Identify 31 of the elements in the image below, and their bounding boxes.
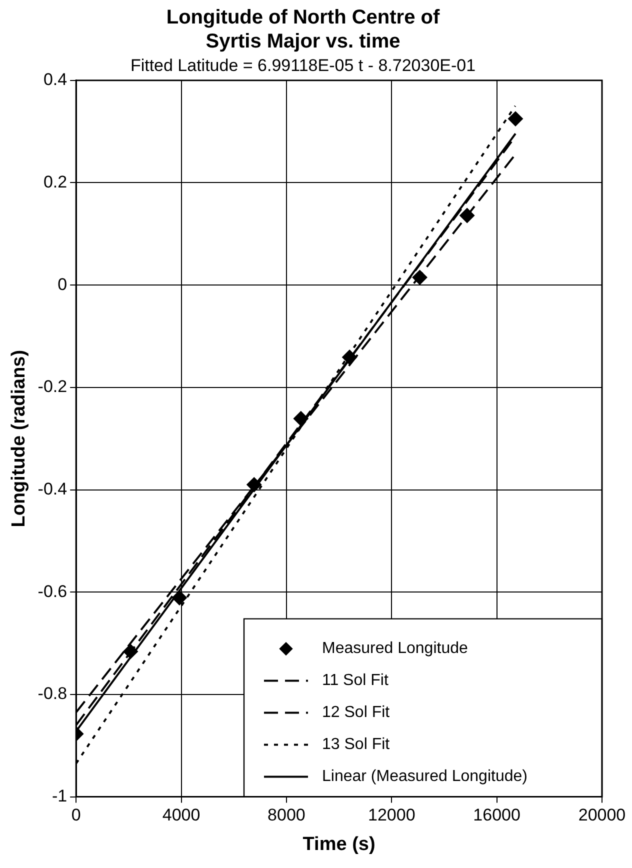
- legend-label: Linear (Measured Longitude): [322, 768, 528, 786]
- x-tick-label: 0: [71, 806, 81, 825]
- y-tick-label: 0.2: [43, 172, 68, 192]
- legend-label: 13 Sol Fit: [322, 736, 390, 754]
- point: [123, 644, 138, 659]
- legend-label: 12 Sol Fit: [322, 704, 390, 722]
- x-tick-label: 16000: [473, 806, 520, 825]
- point: [460, 208, 475, 223]
- point: [172, 590, 187, 606]
- point: [412, 270, 428, 285]
- x-tick-label: 12000: [368, 806, 416, 825]
- point: [293, 411, 308, 426]
- x-axis-title: Time (s): [302, 834, 376, 855]
- y-tick-label: -1: [52, 786, 68, 806]
- x-tick-label: 4000: [162, 806, 200, 825]
- chart-title: Longitude of North Centre of Syrtis Major vs. time: [166, 6, 440, 53]
- x-tick-label: 20000: [578, 806, 626, 825]
- x-tick-label: 8000: [268, 806, 306, 825]
- y-tick-label: -0.8: [38, 684, 68, 704]
- y-tick-label: -0.2: [38, 377, 68, 396]
- y-tick-label: 0: [58, 274, 68, 294]
- y-axis-title: Longitude (radians): [8, 350, 30, 528]
- point: [342, 350, 358, 365]
- point: [508, 111, 523, 126]
- point: [246, 477, 262, 492]
- chart-subtitle: Fitted Latitude = 6.99118E-05 t - 8.72030E-01: [130, 56, 476, 75]
- y-tick-label: 0.4: [43, 70, 68, 90]
- legend-label: Measured Longitude: [322, 640, 468, 658]
- y-tick-label: -0.4: [38, 479, 68, 498]
- legend-label: 11 Sol Fit: [322, 672, 389, 690]
- y-tick-label: -0.6: [38, 582, 68, 601]
